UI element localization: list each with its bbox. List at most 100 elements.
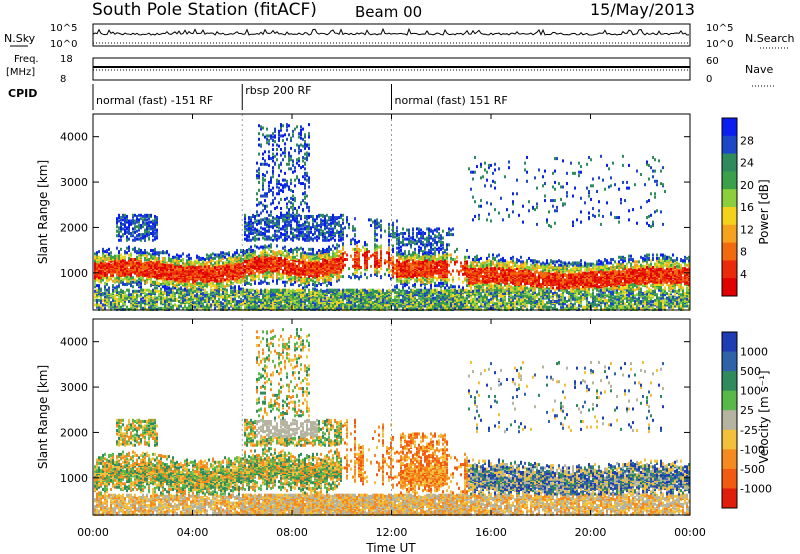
echo-cell [296,125,298,128]
echo-cell [300,215,302,218]
freq-label: Freq. [14,54,39,65]
echo-cell [110,255,112,258]
echo-cell [188,289,190,292]
echo-cell [350,255,352,258]
echo-cell [162,257,164,260]
echo-cell [94,295,96,298]
echo-cell [286,238,288,241]
echo-cell [270,189,272,192]
echo-cell [234,257,236,260]
cpid-segment-label: normal (fast) -151 RF [96,94,213,107]
echo-cell [208,255,210,258]
echo-cell [174,292,176,295]
echo-cell [146,214,148,217]
echo-cell [314,218,316,221]
echo-cell [264,174,266,177]
echo-cell [266,205,268,208]
echo-cell [262,133,264,136]
echo-cell [324,215,326,218]
echo-cell [226,261,228,264]
echo-cell [288,235,290,238]
echo-cell [352,299,354,302]
echo-cell [308,305,310,308]
echo-cell [274,306,276,309]
echo-cell [266,235,268,238]
echo-cell [144,280,146,283]
echo-cell [214,257,216,260]
echo-cell [214,254,216,257]
echo-cell [120,257,122,260]
echo-cell [264,150,266,153]
echo-cell [280,257,282,260]
echo-cell [268,155,270,158]
echo-cell [216,272,218,275]
echo-cell [274,134,276,137]
echo-cell [256,198,258,201]
echo-cell [296,247,298,250]
echo-cell [304,221,306,224]
echo-cell [214,293,216,296]
echo-cell [290,238,292,241]
echo-cell [322,277,324,280]
echo-cell [294,166,296,169]
echo-cell [272,289,274,292]
echo-cell [282,179,284,182]
echo-cell [280,170,282,173]
echo-cell [174,259,176,262]
echo-cell [338,292,340,295]
echo-cell [232,254,234,257]
echo-cell [296,158,298,161]
echo-cell [236,307,238,310]
echo-cell [198,294,200,297]
echo-cell [310,215,312,218]
echo-cell [258,298,260,301]
echo-cell [238,300,240,303]
echo-cell [192,261,194,264]
echo-cell [210,285,212,288]
echo-cell [118,214,120,217]
echo-cell [232,282,234,285]
echo-cell [220,293,222,296]
echo-cell [124,294,126,297]
echo-cell [268,142,270,145]
echo-cell [212,282,214,285]
echo-cell [222,255,224,258]
echo-cell [342,242,344,245]
echo-cell [334,232,336,235]
echo-cell [258,132,260,135]
echo-cell [146,261,148,264]
echo-cell [126,226,128,229]
echo-cell [260,195,262,198]
echo-cell [292,133,294,136]
echo-cell [204,306,206,309]
echo-cell [182,294,184,297]
echo-cell [212,252,214,255]
echo-cell [122,218,124,221]
echo-cell [108,276,110,279]
echo-cell [140,249,142,252]
echo-cell [342,227,344,230]
echo-cell [304,233,306,236]
echo-cell [338,289,340,292]
echo-cell [246,234,248,237]
echo-cell [336,258,338,261]
echo-cell [154,286,156,289]
echo-cell [148,252,150,255]
echo-cell [258,189,260,192]
echo-cell [162,250,164,253]
echo-cell [276,289,278,292]
echo-cell [270,134,272,137]
echo-cell [218,298,220,301]
echo-cell [150,214,152,217]
echo-cell [302,145,304,148]
echo-cell [240,278,242,281]
echo-cell [196,266,198,269]
echo-cell [188,257,190,260]
echo-cell [130,281,132,284]
echo-cell [112,280,114,283]
echo-cell [292,208,294,211]
echo-cell [230,297,232,300]
echo-cell [334,289,336,292]
echo-cell [268,271,270,274]
echo-cell [266,258,268,261]
